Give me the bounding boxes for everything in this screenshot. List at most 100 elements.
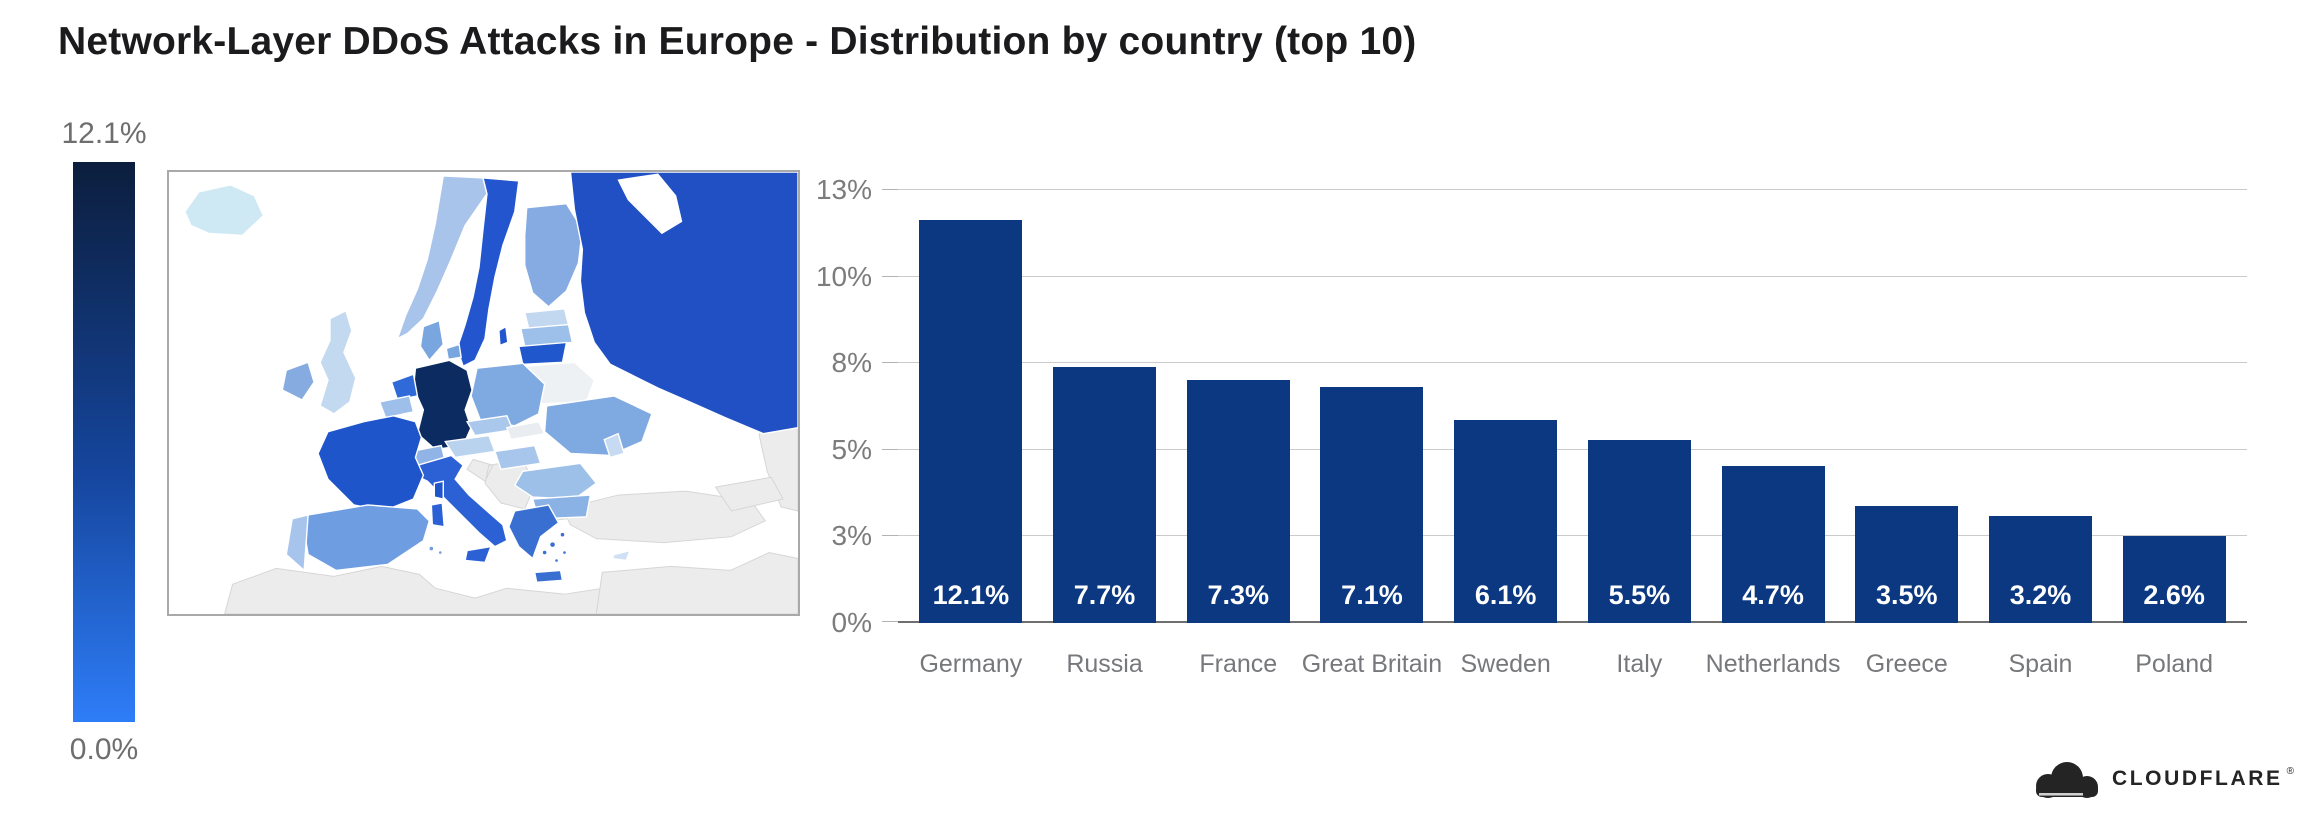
x-axis-category-label: Sweden — [1460, 650, 1551, 678]
map-country-spain — [303, 504, 431, 572]
bar-value-label: 12.1% — [932, 580, 1010, 610]
axis-tick — [882, 448, 898, 450]
x-axis-category-label: Poland — [2135, 650, 2214, 678]
bar-value-label: 5.5% — [1608, 580, 1671, 610]
bar-slot: 5.5% Italy — [1573, 190, 1707, 678]
map-country-denmark — [419, 319, 462, 362]
axis-tick — [882, 362, 898, 364]
map-country-ukraine — [543, 395, 653, 457]
map-country-hungary — [494, 444, 542, 471]
map-balearic-island — [428, 545, 435, 552]
bar-value-label: 2.6% — [2143, 580, 2205, 610]
bar-value-label: 6.1% — [1474, 580, 1537, 610]
axis-tick — [882, 621, 898, 622]
map-country-poland — [470, 362, 546, 427]
bar-value-label: 4.7% — [1742, 580, 1804, 610]
bar-slot: 3.5% Greece — [1840, 190, 1974, 678]
map-greek-island — [548, 540, 557, 549]
map-country-sweden — [456, 177, 520, 368]
bar-poland: 2.6% — [2122, 536, 2226, 623]
bar-slot: 6.1% Sweden — [1439, 190, 1573, 678]
bar-slot: 12.1% Germany — [904, 190, 1038, 678]
map-country-germany — [412, 359, 473, 451]
map-country-latvia — [519, 323, 574, 348]
map-island-sardinia — [430, 502, 446, 528]
europe-map-svg — [184, 172, 798, 614]
color-scale-legend: 12.1% 0.0% — [54, 116, 154, 768]
bar-plot: 12.1% Germany 7.7% Russia 7.3% France 7.1% Grea… — [898, 190, 2247, 678]
map-country-slovakia — [505, 420, 546, 441]
y-axis-tick-label: 5% — [831, 433, 872, 465]
map-island-corsica — [433, 480, 444, 500]
map-island-crete — [533, 569, 564, 584]
map-country-portugal — [285, 513, 309, 572]
map-country-russia — [569, 172, 798, 435]
bar-slot: 7.7% Russia — [1038, 190, 1172, 678]
axis-tick — [882, 275, 898, 277]
map-greek-island — [541, 549, 548, 556]
legend-gradient-bar — [73, 162, 135, 722]
cloudflare-wordmark: CLOUDFLARE — [2111, 767, 2283, 790]
bar-value-label: 7.1% — [1341, 580, 1403, 610]
map-balearic-island — [437, 549, 443, 556]
bar-greece: 3.5% — [1855, 506, 1959, 623]
bar-slot: 3.2% Spain — [1974, 190, 2108, 678]
bar-value-label: 7.3% — [1207, 580, 1270, 610]
map-country-moldova — [603, 432, 625, 459]
x-axis-category-label: Italy — [1616, 650, 1663, 678]
x-axis-category-label: Great Britain — [1301, 650, 1443, 678]
bar-slot: 7.1% Great Britain — [1302, 190, 1442, 678]
x-axis-category-label: Spain — [2008, 650, 2073, 678]
bar-slot: 4.7% Netherlands — [1706, 190, 1840, 678]
map-island-sicily — [464, 545, 493, 564]
x-axis-category-label: Russia — [1066, 650, 1143, 678]
bar-slot: 2.6% Poland — [2107, 190, 2241, 678]
x-axis-category-label: Netherlands — [1705, 650, 1841, 678]
x-axis-category-label: Germany — [919, 650, 1023, 678]
legend-min-label: 0.0% — [69, 733, 139, 766]
gridline — [882, 535, 2247, 537]
bar-value-label: 3.5% — [1875, 580, 1938, 610]
legend-max-label: 12.1% — [61, 117, 147, 150]
map-greek-island — [561, 549, 568, 556]
figure-title: Network-Layer DDoS Attacks in Europe - D… — [58, 20, 1417, 63]
x-axis-category-label: Greece — [1865, 650, 1948, 678]
bar-netherlands: 4.7% — [1721, 466, 1825, 623]
map-region-middle-east — [595, 552, 798, 614]
map-country-italy — [414, 454, 508, 548]
bar-italy: 5.5% — [1587, 439, 1691, 623]
y-axis-tick-label: 0% — [831, 607, 872, 638]
gridline — [882, 362, 2247, 364]
bar-sweden: 6.1% — [1454, 419, 1558, 623]
map-white-sea — [617, 173, 683, 235]
y-axis-tick-label: 8% — [831, 347, 872, 379]
bar-slot: 7.3% France — [1171, 190, 1305, 678]
gridline — [882, 448, 2247, 450]
y-axis-tick-label: 10% — [815, 260, 872, 292]
bar-value-label: 3.2% — [2009, 580, 2072, 610]
bar-russia: 7.7% — [1053, 366, 1157, 623]
europe-choropleth-map — [167, 170, 800, 616]
map-country-belgium — [378, 395, 415, 419]
axis-tick — [882, 535, 898, 537]
map-country-finland — [524, 202, 584, 308]
map-greek-island — [553, 557, 560, 564]
bar-great-britain: 7.1% — [1320, 386, 1424, 623]
gridline — [882, 189, 2247, 190]
registered-trademark-mark: ® — [2286, 765, 2294, 777]
map-country-czechia — [465, 415, 514, 437]
bar-value-label: 7.7% — [1073, 580, 1136, 610]
map-country-netherlands — [390, 373, 419, 401]
y-axis-tick-label: 3% — [831, 520, 872, 552]
cloudflare-cloud-icon — [2035, 762, 2098, 798]
cloudflare-logo: CLOUDFLARE ® — [2030, 756, 2298, 802]
map-country-great-britain — [319, 309, 357, 415]
gridline — [882, 621, 2247, 623]
bar-chart: 12.1% Germany 7.7% Russia 7.3% France 7.1% Grea… — [816, 174, 2247, 678]
x-axis-category-label: France — [1199, 650, 1278, 678]
map-country-ireland — [281, 361, 315, 401]
bar-france: 7.3% — [1186, 379, 1290, 623]
bar-spain: 3.2% — [1989, 516, 2092, 623]
map-country-norway — [396, 175, 488, 340]
